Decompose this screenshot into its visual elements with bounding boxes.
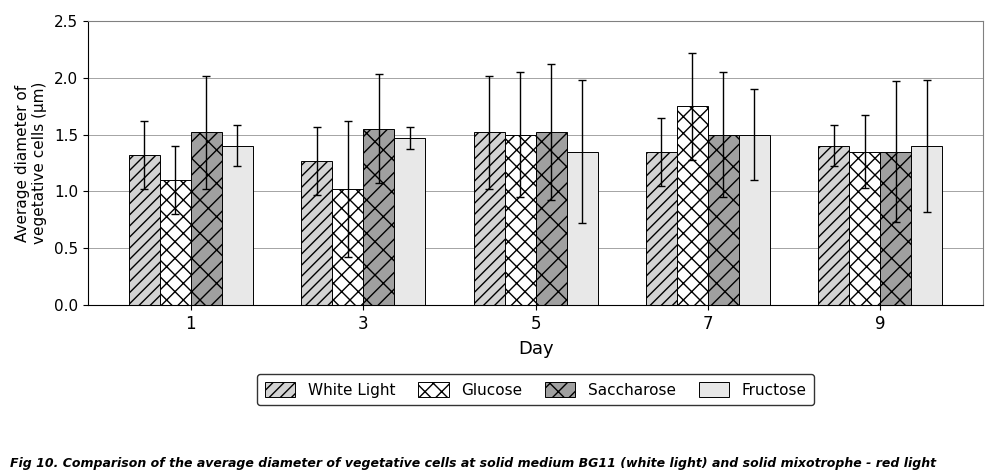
Bar (818, 146, 849, 305)
Y-axis label: Average diameter of
vegetative cells (μm): Average diameter of vegetative cells (μm… (15, 82, 47, 244)
Bar (911, 146, 942, 305)
Text: Fig 10. Comparison of the average diameter of vegetative cells at solid medium B: Fig 10. Comparison of the average diamet… (10, 457, 936, 470)
Bar (160, 180, 191, 305)
Bar (474, 133, 505, 305)
Bar (191, 133, 222, 305)
Bar (739, 134, 770, 305)
Bar (505, 134, 536, 305)
Bar (708, 134, 739, 305)
Bar (567, 152, 598, 305)
Bar (129, 155, 160, 305)
Bar (849, 152, 880, 305)
Bar (646, 152, 677, 305)
Bar (301, 161, 332, 305)
Bar (880, 152, 911, 305)
Bar (332, 189, 363, 305)
Bar (536, 133, 567, 305)
Bar (677, 106, 708, 305)
Legend: White Light, Glucose, Saccharose, Fructose: White Light, Glucose, Saccharose, Fructo… (257, 374, 814, 405)
Bar (363, 129, 394, 305)
Bar (222, 146, 252, 305)
Bar (394, 138, 425, 305)
X-axis label: Day: Day (518, 340, 554, 358)
